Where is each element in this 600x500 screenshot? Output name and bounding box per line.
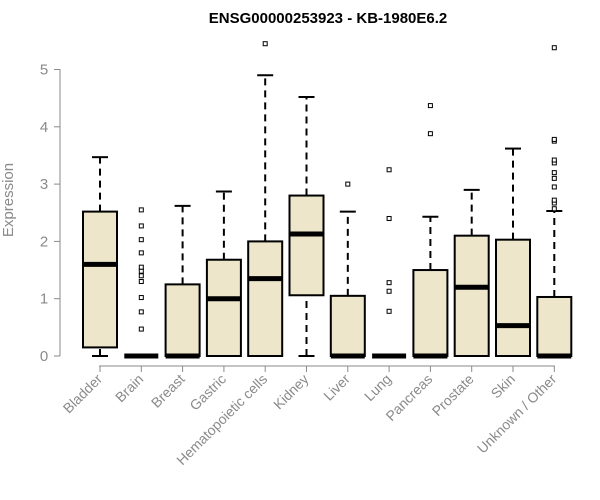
box-iqr	[453, 234, 490, 357]
outlier-point	[386, 308, 392, 314]
outlier-point	[138, 264, 144, 270]
box-iqr	[288, 194, 325, 297]
box-lung	[372, 167, 407, 359]
box-gastric	[205, 190, 242, 357]
y-tick-label: 4	[40, 119, 48, 136]
boxes-group	[82, 41, 573, 359]
box-breast	[164, 204, 201, 359]
outlier-point	[138, 207, 144, 213]
box-skin	[495, 147, 531, 357]
x-tick-label: Liver	[320, 371, 353, 404]
chart-title: ENSG00000253923 - KB-1980E6.2	[209, 10, 448, 27]
y-axis-label: Expression	[0, 163, 17, 237]
box-iqr	[82, 210, 118, 349]
box-liver	[329, 181, 366, 359]
box-hematopoietic-cells	[247, 41, 284, 357]
x-tick-label: Breast	[148, 371, 188, 411]
box-pancreas	[412, 103, 449, 359]
box-bladder	[82, 156, 118, 357]
x-tick-label: Prostate	[429, 371, 477, 419]
outlier-point	[551, 197, 557, 203]
outlier-point	[138, 326, 144, 332]
box-iqr	[164, 283, 201, 357]
outlier-point	[138, 279, 144, 285]
outlier-point	[551, 184, 557, 190]
y-tick-label: 5	[40, 62, 48, 79]
x-tick-label: Lung	[361, 371, 394, 404]
outlier-point	[138, 223, 144, 229]
outlier-point	[262, 41, 268, 47]
box-kidney	[288, 96, 325, 357]
outlier-point	[551, 157, 557, 163]
x-tick-label: Brain	[112, 371, 146, 405]
x-tick-label: Skin	[488, 371, 519, 402]
outlier-point	[551, 45, 557, 51]
outlier-point	[551, 206, 557, 212]
box-iqr	[205, 258, 242, 357]
outlier-point	[386, 280, 392, 286]
outlier-point	[427, 131, 433, 137]
outlier-point	[138, 268, 144, 274]
outlier-point	[551, 136, 557, 142]
box-iqr	[247, 240, 284, 357]
y-tick-label: 0	[40, 348, 48, 365]
box-iqr	[495, 238, 531, 357]
box-unknown-other	[536, 45, 573, 359]
outlier-point	[427, 103, 433, 109]
box-iqr	[412, 269, 449, 357]
y-axis: 0 1 2 3 4 5	[40, 62, 61, 365]
outlier-point	[138, 273, 144, 279]
box-prostate	[453, 188, 490, 357]
outlier-point	[551, 175, 557, 181]
box-iqr	[329, 294, 366, 357]
outlier-point	[138, 309, 144, 315]
y-tick-label: 2	[40, 233, 48, 250]
box-iqr	[536, 295, 573, 357]
outlier-point	[138, 237, 144, 243]
box-brain	[124, 207, 159, 359]
outlier-point	[345, 181, 351, 187]
x-tick-label: Bladder	[60, 371, 106, 417]
outlier-point	[386, 288, 392, 294]
y-tick-label: 3	[40, 176, 48, 193]
outlier-point	[386, 167, 392, 173]
y-tick-label: 1	[40, 291, 48, 308]
outlier-point	[551, 170, 557, 176]
outlier-point	[138, 250, 144, 256]
x-tick-label: Kidney	[270, 371, 312, 413]
outlier-point	[138, 295, 144, 301]
outlier-point	[386, 215, 392, 221]
